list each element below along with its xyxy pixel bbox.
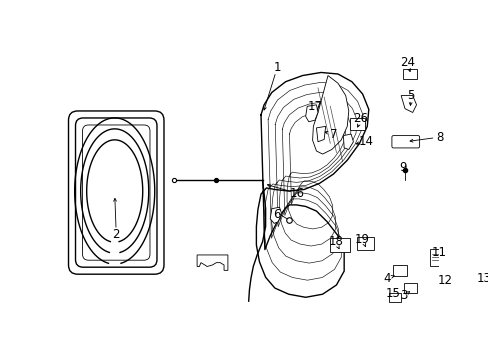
- Text: 15: 15: [385, 287, 400, 300]
- Polygon shape: [197, 255, 227, 270]
- Text: 26: 26: [353, 112, 368, 125]
- Text: 4: 4: [383, 271, 390, 284]
- Polygon shape: [343, 134, 353, 149]
- Text: 1: 1: [273, 61, 280, 74]
- Text: 3: 3: [399, 289, 407, 302]
- Text: 12: 12: [437, 274, 451, 287]
- Text: 17: 17: [307, 100, 322, 113]
- FancyBboxPatch shape: [329, 238, 349, 252]
- Text: 5: 5: [407, 89, 414, 102]
- Polygon shape: [316, 126, 325, 142]
- Text: 7: 7: [329, 127, 336, 140]
- Text: 2: 2: [112, 228, 120, 240]
- Text: 24: 24: [399, 56, 414, 69]
- Text: 13: 13: [476, 271, 488, 284]
- Text: 16: 16: [289, 187, 304, 200]
- Text: 19: 19: [354, 233, 369, 246]
- FancyBboxPatch shape: [357, 237, 373, 249]
- Text: 9: 9: [399, 161, 407, 175]
- FancyBboxPatch shape: [391, 136, 419, 148]
- Polygon shape: [400, 95, 416, 112]
- Text: 6: 6: [272, 208, 280, 221]
- FancyBboxPatch shape: [403, 69, 416, 80]
- FancyBboxPatch shape: [429, 249, 451, 266]
- Polygon shape: [312, 76, 348, 154]
- Polygon shape: [305, 105, 317, 122]
- Polygon shape: [270, 207, 281, 223]
- FancyBboxPatch shape: [388, 293, 400, 302]
- Text: 11: 11: [431, 246, 446, 259]
- FancyBboxPatch shape: [476, 275, 488, 286]
- Text: 8: 8: [435, 131, 443, 144]
- FancyBboxPatch shape: [392, 265, 406, 276]
- Text: 14: 14: [358, 135, 373, 148]
- FancyBboxPatch shape: [404, 283, 416, 293]
- FancyBboxPatch shape: [349, 118, 364, 130]
- FancyBboxPatch shape: [440, 277, 452, 287]
- Text: 18: 18: [327, 235, 343, 248]
